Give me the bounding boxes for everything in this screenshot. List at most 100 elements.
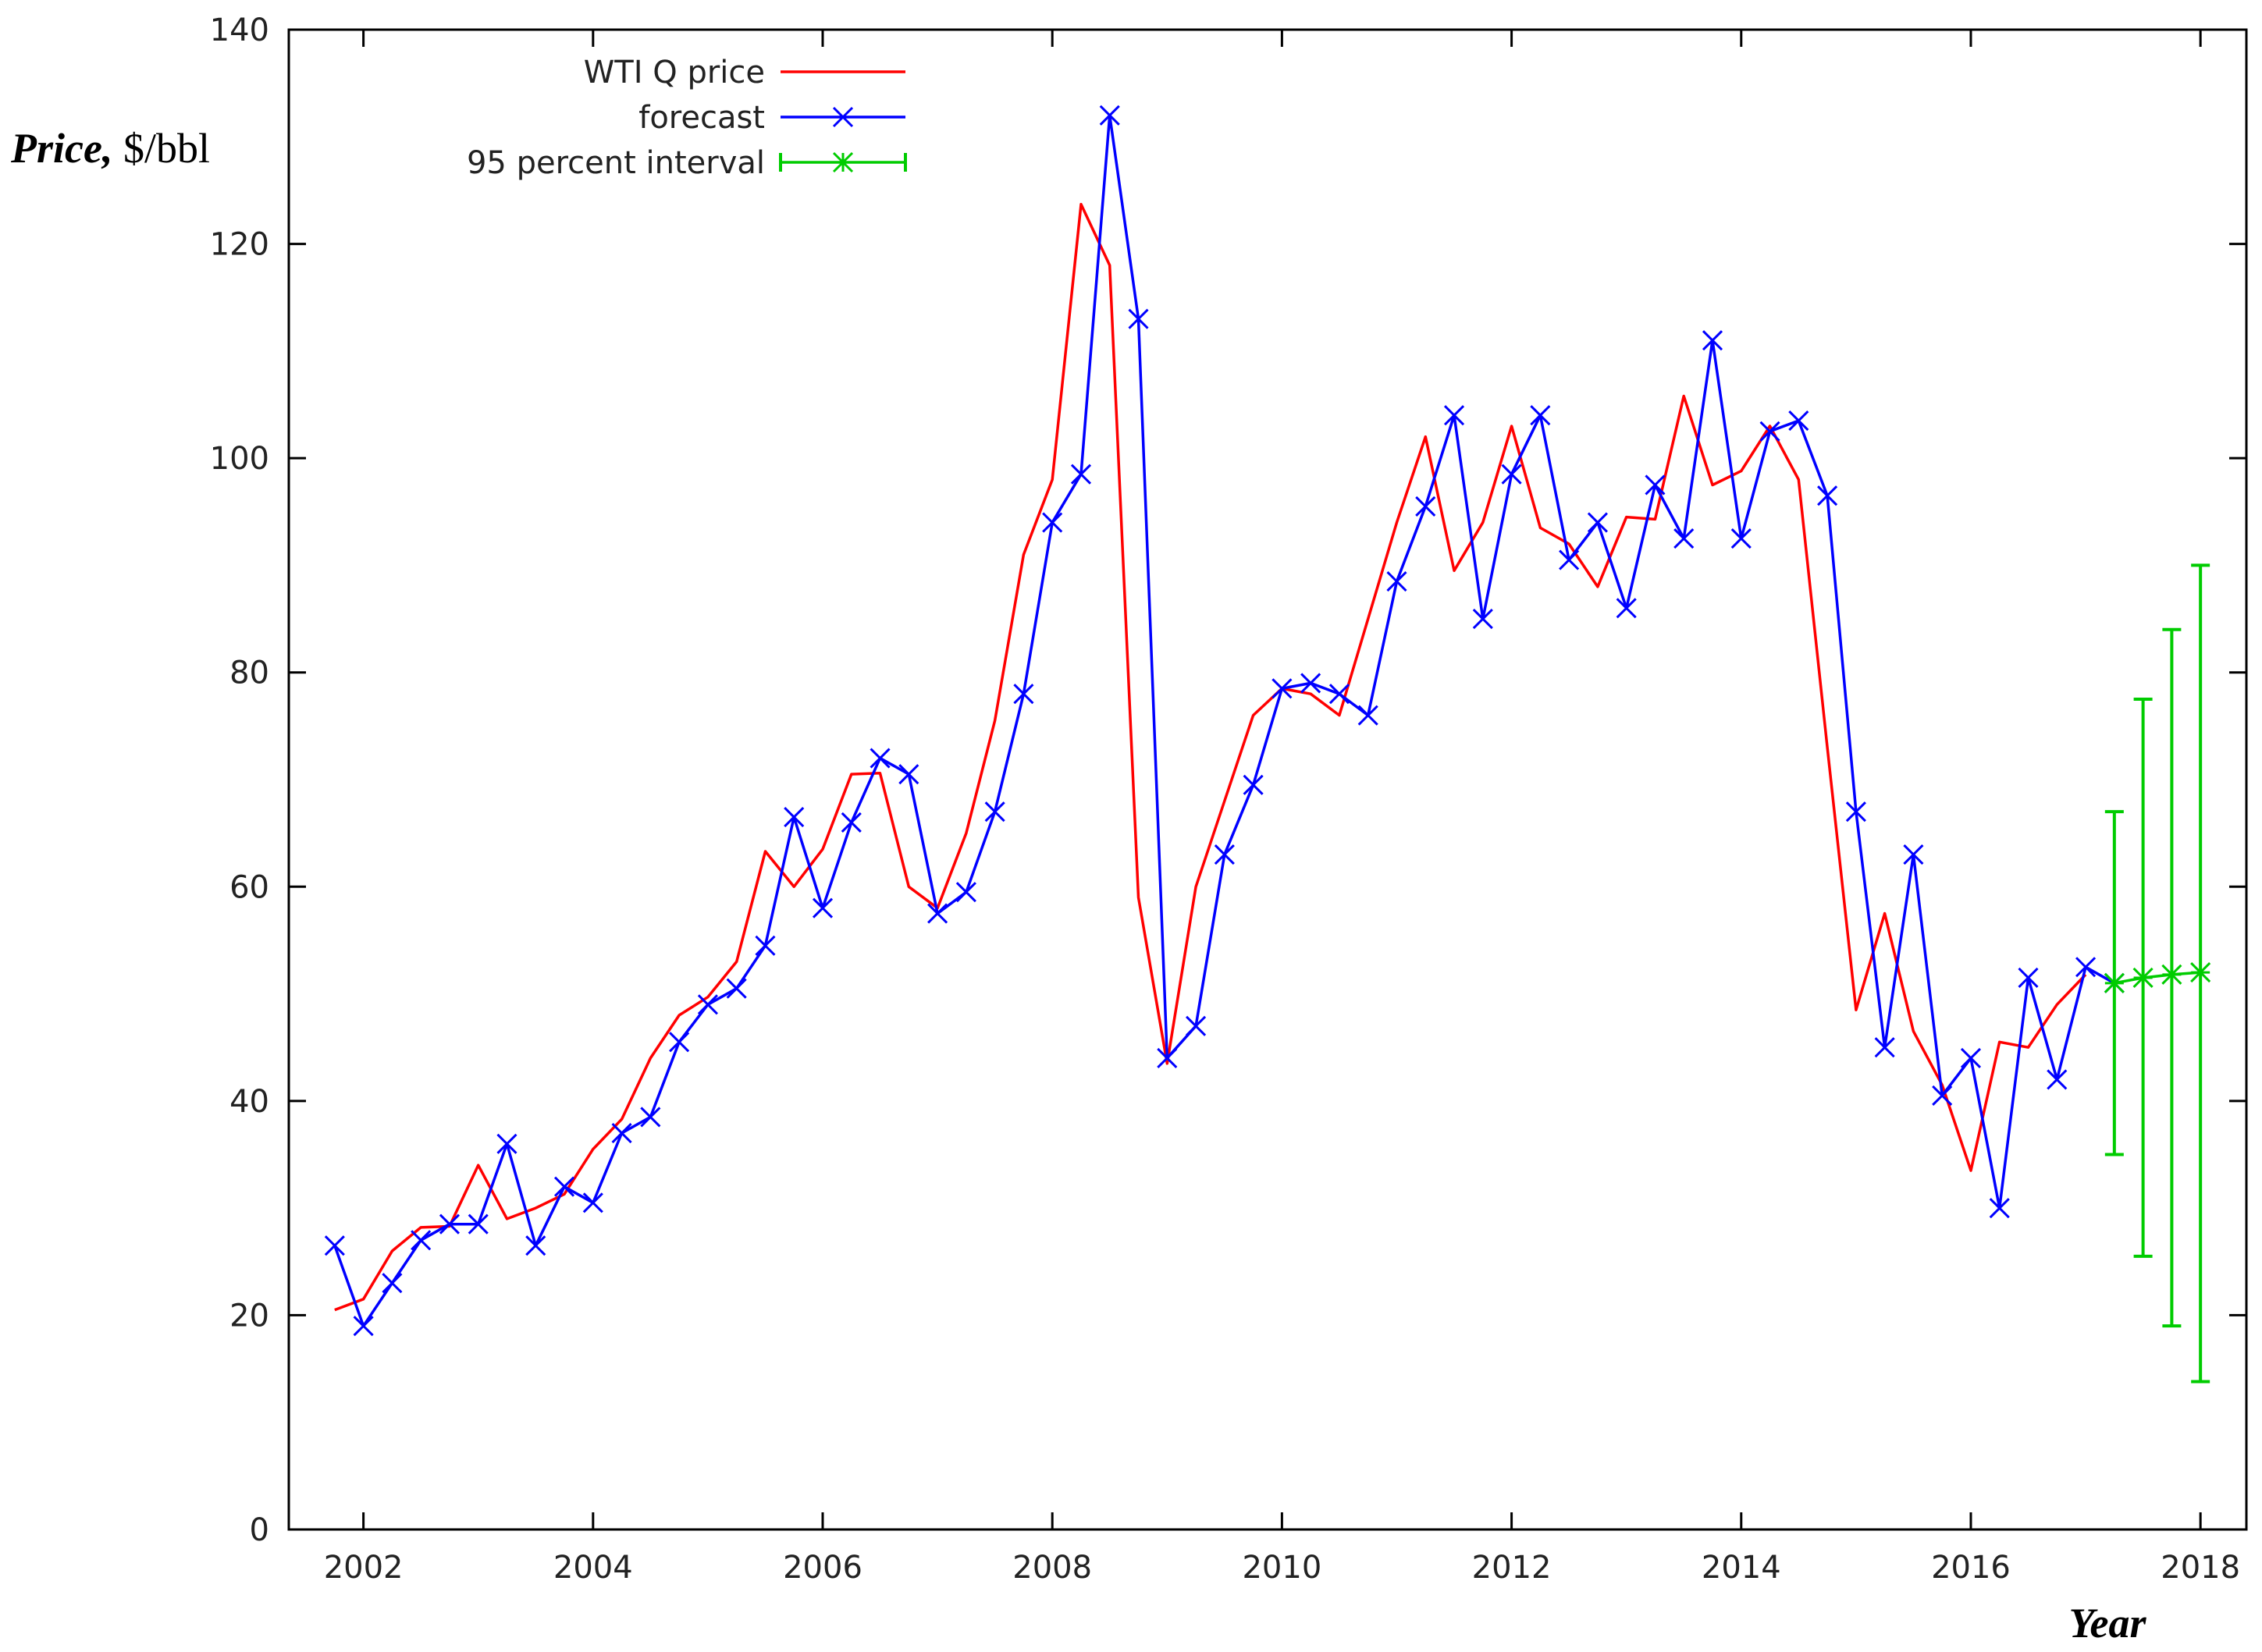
legend-label: forecast (638, 100, 765, 136)
forecast-point (1013, 684, 1034, 705)
x-stroke (353, 1316, 374, 1337)
x-stroke (1243, 774, 1264, 795)
forecast-point (439, 1213, 460, 1235)
x-stroke (1386, 570, 1407, 592)
x-tick-label: 2006 (783, 1550, 862, 1586)
forecast-point (1128, 308, 1149, 329)
x-stroke (1271, 678, 1293, 699)
interval-center-line (2114, 971, 2201, 985)
interval-point (2104, 972, 2125, 993)
x-stroke (1300, 673, 1321, 694)
x-stroke (955, 882, 976, 903)
legend-label: WTI Q price (584, 55, 765, 91)
forecast-point (841, 812, 862, 833)
forecast-point (1645, 474, 1666, 496)
y-tick-label: 20 (229, 1298, 269, 1334)
forecast-point (955, 882, 976, 903)
x-stroke (640, 1107, 661, 1128)
x-stroke (1903, 844, 1924, 865)
forecast-point (898, 764, 919, 785)
forecast-point (1070, 464, 1092, 485)
forecast-point (1960, 1047, 1982, 1069)
x-stroke (1645, 474, 1666, 496)
x-tick-label: 2008 (1012, 1550, 1092, 1586)
y-tick-label: 0 (250, 1512, 269, 1548)
x-stroke (726, 978, 747, 999)
forecast-point (1559, 549, 1580, 570)
forecast-point (870, 748, 891, 769)
forecast-point (353, 1316, 374, 1337)
x-stroke (1530, 405, 1551, 426)
forecast-point (697, 994, 718, 1015)
forecast-point (1386, 570, 1407, 592)
forecast-point (1214, 844, 1235, 865)
forecast-point (1271, 678, 1293, 699)
x-stroke (984, 801, 1005, 822)
forecast-point (1759, 421, 1780, 442)
legend-marker (832, 151, 854, 173)
x-tick-label: 2016 (1931, 1550, 2011, 1586)
x-stroke (1214, 844, 1235, 865)
forecast-point (1616, 598, 1637, 619)
legend-label: 95 percent interval (467, 145, 765, 181)
forecast-point (468, 1213, 489, 1235)
forecast-point (1300, 673, 1321, 694)
forecast-point (1243, 774, 1264, 795)
forecast-point (553, 1176, 575, 1197)
x-stroke (1013, 684, 1034, 705)
legend-sample (779, 151, 907, 173)
plot-frame (287, 28, 2248, 1531)
forecast-point (525, 1235, 546, 1256)
x-stroke (1443, 405, 1465, 426)
x-stroke (832, 106, 854, 128)
x-stroke (553, 1176, 575, 1197)
x-stroke (2047, 1069, 2068, 1090)
x-stroke (1932, 1085, 1953, 1107)
y-axis-title: Price, $/bbl (10, 125, 210, 172)
forecast-point (1186, 1015, 1207, 1036)
forecast-point (640, 1107, 661, 1128)
x-stroke (525, 1235, 546, 1256)
forecast-point (1817, 485, 1838, 506)
interval-point (2161, 964, 2182, 985)
forecast-point (1587, 512, 1608, 533)
x-stroke (927, 903, 948, 924)
forecast-point (984, 801, 1005, 822)
x-stroke (611, 1122, 632, 1144)
y-tick-label: 100 (210, 441, 269, 477)
forecast-point (755, 935, 776, 956)
y-tick-label: 60 (229, 869, 269, 905)
x-stroke (1817, 485, 1838, 506)
x-tick-label: 2010 (1242, 1550, 1321, 1586)
x-stroke (1415, 496, 1436, 517)
forecast-point (2047, 1069, 2068, 1090)
y-axis-title-bold: Price, (10, 125, 112, 172)
x-stroke (1186, 1015, 1207, 1036)
x-axis-title: Year (2069, 1600, 2147, 1647)
x-stroke (1673, 528, 1695, 549)
forecast-point (1157, 1047, 1178, 1069)
y-axis: 0 20 40 60 80 100 120 140 (210, 12, 2246, 1548)
forecast-point (1989, 1198, 2010, 1219)
x-tick-label: 2004 (553, 1550, 633, 1586)
forecast-point (324, 1235, 345, 1256)
forecast-point (1443, 405, 1465, 426)
x-stroke (784, 806, 805, 828)
x-tick-label: 2018 (2161, 1550, 2240, 1586)
forecast-point (1042, 512, 1063, 533)
forecast-point (1501, 464, 1522, 485)
x-stroke (2018, 967, 2039, 989)
forecast-point (1845, 801, 1866, 822)
forecast-point (2075, 957, 2097, 978)
x-stroke (1587, 512, 1608, 533)
x-stroke (841, 812, 862, 833)
forecast-point (1788, 410, 1809, 432)
forecast-point (382, 1273, 403, 1294)
x-stroke (496, 1133, 517, 1154)
x-stroke (439, 1213, 460, 1235)
x-stroke (1501, 464, 1522, 485)
forecast-point (1530, 405, 1551, 426)
legend: WTI Q price forecast 95 percent interval (467, 55, 907, 181)
x-tick-label: 2002 (324, 1550, 404, 1586)
